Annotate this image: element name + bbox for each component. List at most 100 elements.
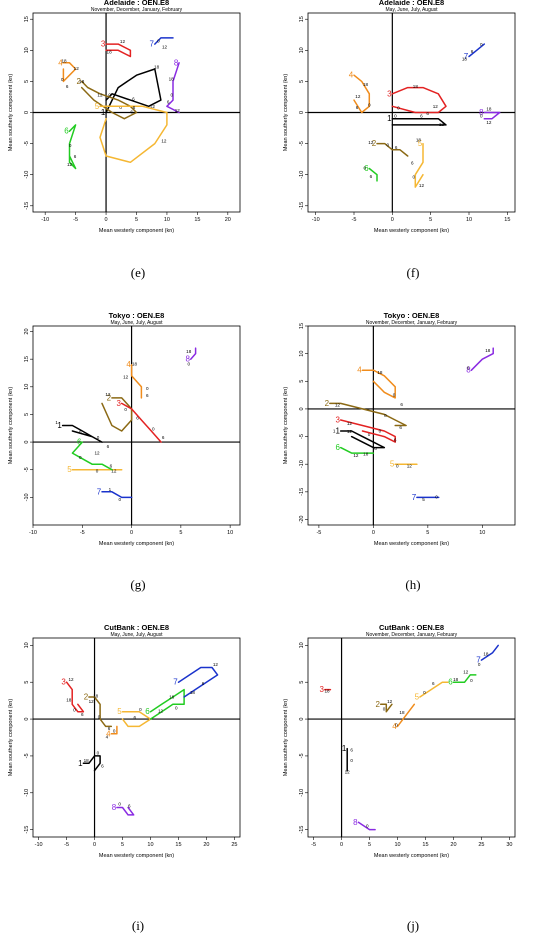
x-tick-label: 15	[504, 217, 510, 223]
x-tick-label: 5	[429, 217, 432, 223]
hour-label: 0	[146, 386, 149, 391]
series-line-6	[368, 167, 378, 182]
hour-label: 6	[350, 748, 353, 753]
series-number-3: 3	[387, 89, 392, 98]
hour-label: 18	[399, 710, 405, 715]
chart-subtitle: May, June, July, August	[110, 320, 163, 326]
hour-label: 0	[478, 662, 481, 667]
y-tick-label: -15	[299, 488, 305, 496]
y-tick-label: -15	[24, 202, 30, 210]
series-line-8	[470, 347, 494, 371]
series-number-3: 3	[61, 678, 66, 687]
hour-label: 0	[397, 106, 400, 111]
hour-label: 0	[350, 758, 353, 763]
hour-label: 6	[399, 425, 402, 430]
y-tick-label: 10	[24, 384, 30, 390]
y-tick-label: 15	[24, 356, 30, 362]
hour-label: 1	[55, 420, 58, 425]
hour-label: 12	[175, 108, 181, 113]
series-line-7	[101, 491, 133, 499]
hour-label: 18	[93, 694, 99, 699]
hour-label: 6	[66, 84, 69, 89]
series-number-5: 5	[418, 139, 423, 148]
chart-subtitle: November, December, January, February	[366, 632, 458, 638]
series-line-7	[154, 37, 174, 45]
series-number-8: 8	[479, 108, 484, 117]
x-tick-label: 0	[105, 217, 108, 223]
chart-title: CutBank : OEN.E8	[104, 625, 169, 632]
series-number-1: 1	[342, 744, 347, 753]
hour-label: 0	[97, 435, 100, 440]
hour-label: 18	[79, 79, 85, 84]
x-tick-label: 0	[340, 842, 343, 848]
series-number-4: 4	[357, 366, 362, 375]
x-tick-label: 5	[121, 842, 124, 848]
hour-label: 0	[480, 42, 483, 47]
y-axis-label: Mean southerly component (kn)	[283, 387, 289, 465]
hour-label: 0	[118, 801, 121, 806]
series-number-6: 6	[64, 127, 69, 136]
y-tick-label: -15	[24, 826, 30, 834]
hour-label: 18	[377, 370, 383, 375]
hour-label: 18	[84, 758, 90, 763]
hour-label: 12	[387, 699, 393, 704]
series-number-7: 7	[464, 52, 469, 61]
hour-label: 6	[167, 99, 170, 104]
hour-label: 6	[426, 111, 429, 116]
series-number-8: 8	[466, 366, 471, 375]
series-line-8	[116, 806, 135, 816]
series-number-8: 8	[353, 818, 358, 827]
series-number-5: 5	[67, 465, 72, 474]
hour-label: 6	[132, 96, 135, 101]
hour-label: 0	[386, 142, 389, 147]
x-axis-label: Mean westerly component (kn)	[374, 853, 449, 859]
hour-label: 0	[124, 407, 127, 412]
hour-label: 6	[202, 681, 205, 686]
chart-title: Tokyo : OEN.E8	[109, 313, 165, 320]
series-line-8	[357, 821, 376, 831]
hour-label: 6	[110, 463, 113, 468]
y-tick-label: 5	[24, 80, 30, 83]
y-tick-label: 0	[24, 441, 30, 444]
series-line-6	[71, 441, 113, 471]
series-line-1	[339, 430, 386, 449]
x-tick-label: -5	[73, 217, 78, 223]
hour-label: 18	[485, 348, 491, 353]
series-number-4: 4	[349, 71, 354, 80]
hour-label: 6	[101, 764, 104, 769]
hour-label: 12	[97, 93, 103, 98]
hour-label: 6	[108, 726, 111, 731]
hour-label: 0	[435, 494, 438, 499]
series-line-1	[82, 755, 101, 772]
y-tick-label: -20	[299, 515, 305, 523]
chart-subtitle: November, December, January, February	[366, 320, 458, 326]
hour-label: 6	[128, 804, 131, 809]
series-line-5	[414, 142, 424, 188]
chart-subtitle: May, June, July, August	[385, 7, 438, 13]
hour-label: 12	[347, 421, 353, 426]
hour-label: 6	[134, 715, 137, 720]
y-tick-label: 15	[24, 16, 30, 22]
hour-label: 6	[74, 154, 77, 159]
series-line-8	[166, 62, 180, 114]
hour-label: 0	[61, 77, 64, 82]
y-tick-label: -5	[24, 467, 30, 472]
x-tick-label: 30	[506, 842, 512, 848]
panel-label-i: (i)	[131, 918, 145, 933]
y-tick-label: -5	[299, 434, 305, 439]
hour-label: 0	[413, 175, 416, 180]
y-tick-label: -5	[299, 753, 305, 758]
plot-frame	[307, 325, 516, 526]
hour-label: 12	[89, 699, 95, 704]
hour-label: 18	[186, 349, 192, 354]
series-number-4: 4	[106, 729, 111, 738]
panel-label-g: (g)	[130, 577, 146, 592]
x-tick-label: -10	[29, 530, 37, 536]
hour-label: 0	[187, 362, 190, 367]
y-tick-label: -5	[299, 141, 305, 146]
series-number-7: 7	[412, 493, 417, 502]
y-tick-label: 0	[24, 111, 30, 114]
